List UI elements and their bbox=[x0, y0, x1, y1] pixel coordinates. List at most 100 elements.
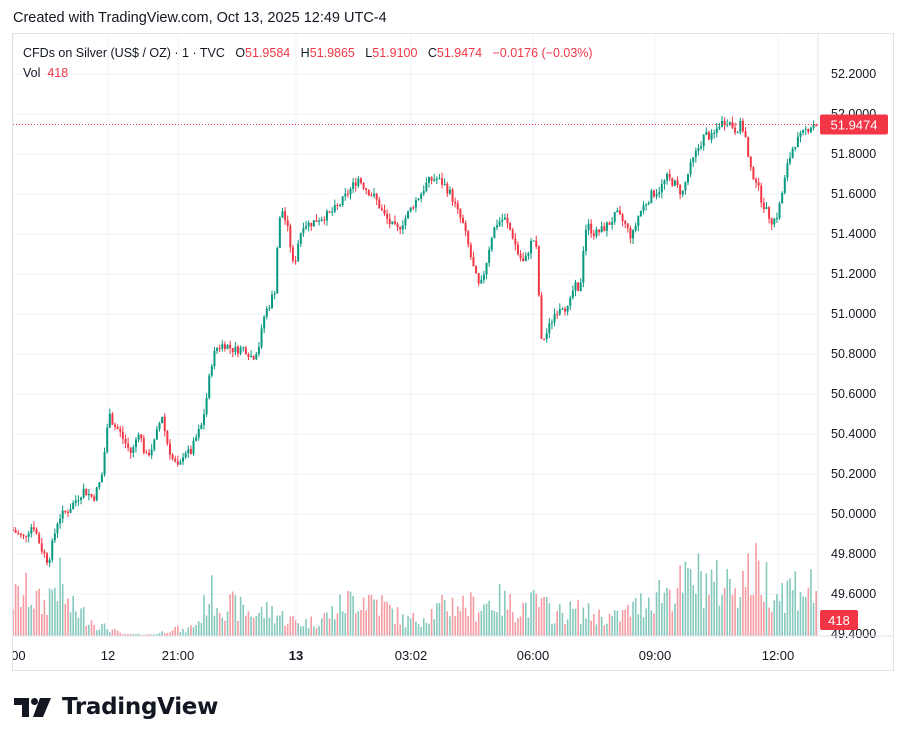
volume-bar bbox=[409, 618, 412, 636]
candle-body bbox=[17, 532, 20, 534]
candle-body bbox=[477, 273, 480, 284]
volume-bar bbox=[381, 595, 383, 636]
volume-bar bbox=[281, 611, 284, 636]
volume-bar bbox=[640, 593, 642, 636]
candle-body bbox=[647, 202, 650, 205]
candle-body bbox=[608, 222, 611, 225]
candle-body bbox=[32, 527, 35, 530]
candle-body bbox=[87, 493, 90, 496]
volume-bar bbox=[545, 596, 548, 636]
volume-bars bbox=[13, 543, 817, 636]
candle-body bbox=[64, 510, 67, 512]
volume-bar bbox=[496, 612, 498, 636]
price-candles bbox=[13, 116, 818, 567]
volume-bar bbox=[129, 634, 132, 636]
candle-body bbox=[741, 120, 744, 132]
candle-body bbox=[273, 293, 276, 295]
volume-bar bbox=[718, 605, 721, 636]
volume-bar bbox=[770, 612, 773, 636]
candle-body bbox=[276, 248, 279, 294]
y-tick-label: 51.8000 bbox=[831, 147, 876, 161]
volume-bar bbox=[362, 597, 365, 636]
candle-body bbox=[522, 258, 525, 262]
volume-bar bbox=[490, 610, 493, 636]
low-label: L bbox=[365, 46, 373, 60]
volume-bar bbox=[689, 569, 692, 636]
y-tick-label: 51.4000 bbox=[831, 227, 876, 241]
candle-body bbox=[56, 523, 59, 534]
candle-body bbox=[705, 131, 708, 136]
volume-bar bbox=[789, 578, 791, 636]
y-tick-label: 49.8000 bbox=[831, 547, 876, 561]
volume-bar bbox=[797, 610, 799, 636]
open-label: O bbox=[235, 46, 246, 60]
candle-body bbox=[189, 449, 192, 454]
volume-bar bbox=[422, 618, 425, 636]
candle-body bbox=[271, 294, 274, 308]
volume-bar bbox=[658, 580, 661, 636]
volume-bar bbox=[234, 595, 237, 636]
volume-bar bbox=[292, 616, 294, 636]
candle-body bbox=[148, 452, 151, 456]
close-label: C bbox=[427, 46, 437, 60]
candle-body bbox=[582, 250, 585, 283]
candle-body bbox=[482, 274, 485, 280]
volume-bar bbox=[509, 594, 511, 636]
volume-bar bbox=[687, 567, 689, 636]
volume-bar bbox=[647, 597, 650, 636]
candle-body bbox=[354, 182, 357, 186]
volume-bar bbox=[391, 608, 394, 636]
candle-body bbox=[137, 434, 140, 440]
candle-body bbox=[333, 204, 336, 212]
volume-bar bbox=[572, 608, 574, 636]
volume-bar bbox=[239, 596, 242, 636]
volume-bar bbox=[14, 583, 17, 636]
candle-body bbox=[655, 194, 658, 197]
candle-body bbox=[396, 223, 399, 228]
y-tick-label: 51.0000 bbox=[831, 307, 876, 321]
candle-body bbox=[247, 354, 250, 357]
volume-bar bbox=[218, 613, 221, 636]
candle-body bbox=[328, 211, 331, 213]
candle-body bbox=[357, 178, 360, 186]
candle-body bbox=[386, 213, 389, 219]
volume-bar bbox=[328, 618, 331, 636]
candle-body bbox=[448, 189, 451, 194]
candle-body bbox=[809, 127, 812, 132]
candle-body bbox=[182, 457, 185, 462]
volume-bar bbox=[519, 616, 522, 636]
candle-body bbox=[412, 207, 415, 209]
candle-body bbox=[221, 344, 224, 349]
volume-bar bbox=[666, 587, 668, 636]
candle-body bbox=[187, 449, 190, 454]
volume-bar bbox=[22, 595, 25, 636]
tradingview-logo[interactable]: TradingView bbox=[14, 694, 218, 720]
candle-body bbox=[134, 439, 137, 448]
candle-body bbox=[472, 257, 475, 267]
volume-bar bbox=[650, 610, 653, 636]
candle-body bbox=[804, 128, 807, 130]
volume-bar bbox=[132, 634, 135, 636]
volume-bar bbox=[776, 594, 778, 636]
volume-bar bbox=[645, 608, 647, 636]
volume-bar bbox=[373, 599, 375, 636]
chart-frame[interactable]: 52.2000 52.0000 51.8000 51.6000 51.4000 51.20… bbox=[12, 33, 894, 671]
candle-body bbox=[229, 344, 232, 349]
candle-body bbox=[234, 346, 237, 353]
candle-body bbox=[744, 131, 747, 138]
chart-canvas[interactable]: 52.200052.000051.800051.600051.400051.20… bbox=[13, 34, 893, 670]
candle-body bbox=[90, 493, 93, 497]
candle-body bbox=[427, 177, 430, 183]
candle-body bbox=[318, 220, 321, 222]
volume-bar bbox=[456, 606, 459, 636]
volume-bar bbox=[768, 607, 770, 636]
volume-bar bbox=[333, 619, 336, 636]
volume-bar bbox=[344, 613, 347, 636]
y-tick-label: 50.8000 bbox=[831, 347, 876, 361]
volume-bar bbox=[279, 615, 281, 636]
volume-bar bbox=[156, 634, 158, 636]
volume-bar bbox=[310, 616, 313, 636]
volume-bar bbox=[449, 616, 451, 636]
volume-bar bbox=[93, 624, 95, 636]
candle-body bbox=[598, 229, 601, 233]
